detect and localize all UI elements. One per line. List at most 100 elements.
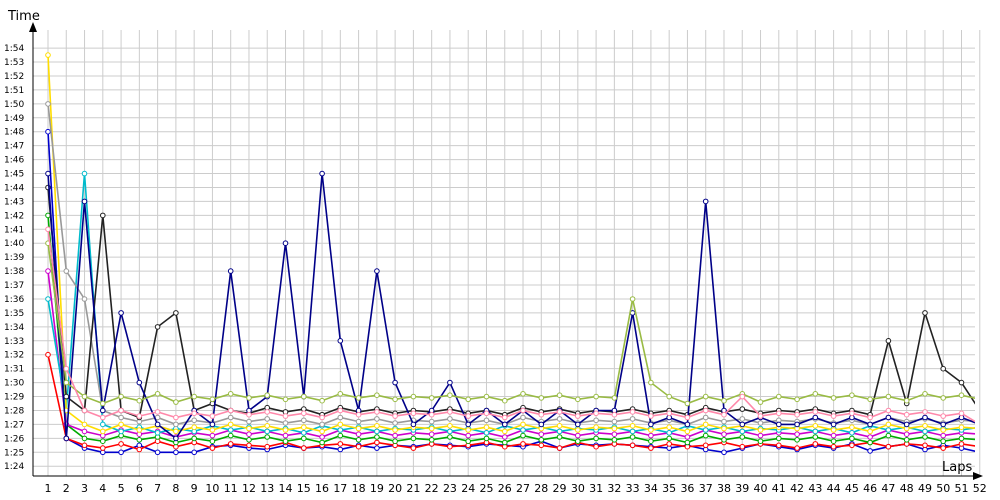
data-point bbox=[81, 428, 88, 435]
y-tick-labels: 1:24 1:25 1:26 1:27 1:28 1:29 1:30 1:31 1:32 1:33… bbox=[4, 44, 24, 472]
data-point bbox=[173, 399, 179, 405]
data-point bbox=[100, 421, 106, 428]
data-point bbox=[538, 437, 545, 443]
data-point bbox=[721, 431, 727, 438]
data-point bbox=[830, 421, 837, 428]
data-point bbox=[611, 431, 618, 438]
data-point bbox=[465, 413, 472, 419]
data-point bbox=[246, 395, 252, 401]
data-point bbox=[520, 441, 526, 447]
data-point bbox=[301, 424, 307, 431]
x-tick-label: 13 bbox=[260, 482, 274, 495]
data-point bbox=[410, 445, 417, 451]
y-tick-label: 1:53 bbox=[4, 58, 24, 68]
data-point bbox=[940, 432, 947, 439]
x-tick-label: 11 bbox=[224, 482, 238, 495]
data-point bbox=[227, 427, 234, 433]
data-point bbox=[282, 420, 289, 426]
data-point bbox=[118, 428, 124, 435]
series-11 bbox=[45, 226, 975, 423]
data-point bbox=[227, 441, 234, 447]
data-point bbox=[81, 435, 88, 442]
data-point bbox=[629, 442, 636, 449]
data-point bbox=[428, 425, 435, 432]
data-point bbox=[830, 438, 837, 445]
data-point bbox=[264, 416, 271, 422]
data-point bbox=[776, 410, 782, 417]
x-tick-label: 26 bbox=[498, 482, 512, 495]
data-point bbox=[118, 310, 124, 316]
data-point bbox=[465, 396, 472, 403]
series-line bbox=[47, 243, 975, 405]
series-line bbox=[47, 215, 975, 444]
data-point bbox=[173, 414, 179, 421]
data-point bbox=[611, 395, 618, 401]
x-tick-label: 22 bbox=[425, 482, 439, 495]
y-tick-label: 1:29 bbox=[4, 393, 24, 403]
data-point bbox=[556, 445, 563, 451]
data-point bbox=[173, 310, 179, 316]
x-tick-label: 5 bbox=[118, 482, 125, 495]
data-point bbox=[922, 414, 928, 421]
data-point bbox=[355, 443, 362, 450]
y-tick-label: 1:44 bbox=[4, 183, 24, 193]
data-point bbox=[301, 410, 307, 417]
series-8 bbox=[45, 184, 975, 421]
data-point bbox=[593, 417, 599, 424]
data-point bbox=[721, 411, 727, 418]
y-tick-label: 1:24 bbox=[4, 462, 24, 472]
series-line bbox=[47, 187, 975, 419]
data-point bbox=[757, 413, 764, 419]
data-point bbox=[63, 393, 70, 400]
data-point bbox=[374, 428, 380, 435]
data-point bbox=[721, 449, 727, 456]
series-line bbox=[47, 354, 975, 451]
data-point bbox=[209, 421, 216, 428]
data-point bbox=[739, 443, 746, 450]
data-point bbox=[319, 170, 325, 177]
series-line bbox=[47, 131, 975, 454]
x-tick-label: 49 bbox=[918, 482, 932, 495]
data-point bbox=[830, 432, 837, 439]
data-point bbox=[483, 417, 490, 424]
data-point bbox=[648, 432, 654, 439]
y-axis-title: Time bbox=[7, 9, 40, 24]
data-point bbox=[849, 430, 855, 436]
data-point bbox=[282, 427, 289, 433]
y-tick-label: 1:52 bbox=[4, 72, 24, 82]
data-point bbox=[246, 425, 252, 432]
x-tick-label: 28 bbox=[534, 482, 548, 495]
data-point bbox=[465, 421, 472, 428]
data-point bbox=[428, 431, 435, 438]
data-point bbox=[136, 397, 143, 404]
y-tick-label: 1:26 bbox=[4, 434, 24, 444]
x-tick-label: 44 bbox=[827, 482, 841, 495]
data-point bbox=[922, 434, 928, 440]
data-point bbox=[593, 435, 599, 442]
data-point bbox=[648, 413, 654, 419]
data-point bbox=[209, 396, 216, 403]
data-point bbox=[575, 396, 581, 403]
data-point bbox=[593, 424, 599, 431]
data-point bbox=[374, 423, 380, 429]
data-point bbox=[337, 421, 344, 428]
data-point bbox=[922, 409, 928, 415]
x-tick-label: 24 bbox=[461, 482, 475, 495]
data-point bbox=[136, 446, 143, 453]
data-point bbox=[922, 423, 928, 429]
data-point bbox=[885, 407, 892, 414]
series-1 bbox=[45, 128, 975, 456]
data-point bbox=[702, 198, 709, 205]
data-point bbox=[118, 441, 124, 447]
data-point bbox=[520, 427, 526, 433]
y-tick-label: 1:47 bbox=[4, 142, 24, 152]
data-point bbox=[849, 424, 855, 431]
y-tick-label: 1:35 bbox=[4, 309, 24, 319]
data-point bbox=[246, 437, 252, 443]
data-point bbox=[867, 428, 873, 435]
data-point bbox=[118, 449, 124, 456]
data-point bbox=[885, 432, 892, 439]
data-point bbox=[264, 443, 271, 450]
data-point bbox=[903, 421, 910, 428]
